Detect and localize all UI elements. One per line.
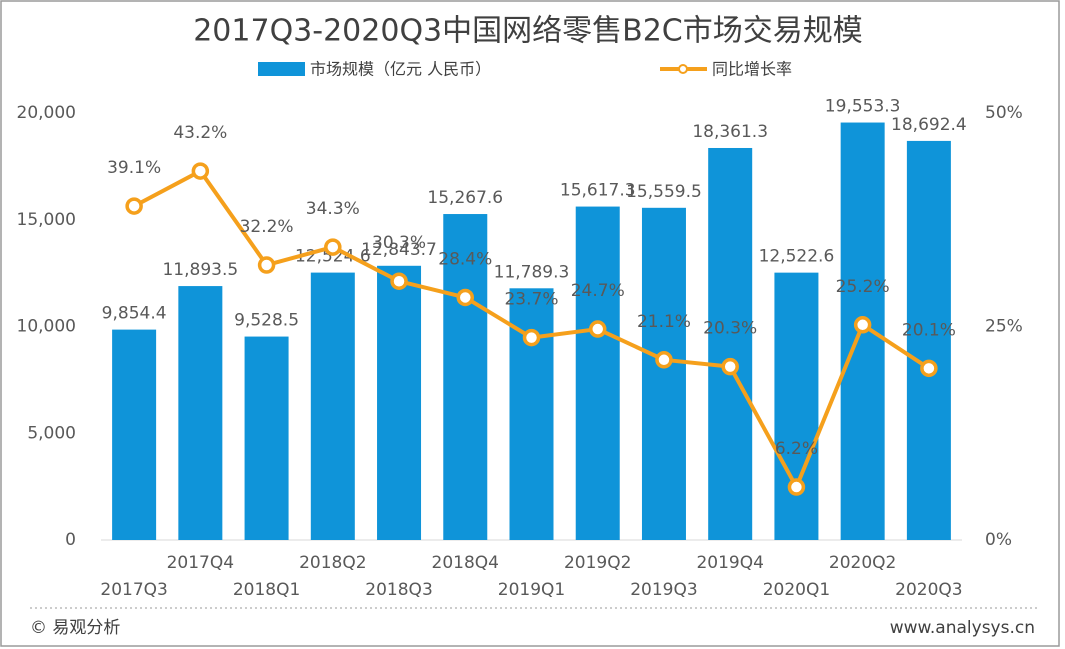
bar [112, 329, 157, 540]
y-tick-label: 10,000 [17, 317, 76, 337]
x-tick-label: 2017Q4 [167, 553, 234, 573]
legend-label: 市场规模（亿元 人民币） [310, 60, 491, 79]
chart-title: 2017Q3-2020Q3中国网络零售B2C市场交易规模 [193, 14, 863, 49]
bar-value-label: 18,361.3 [692, 122, 768, 142]
line-marker [324, 238, 342, 256]
line-marker [655, 351, 673, 369]
line-marker [456, 288, 475, 307]
line-value-label: 25.2% [836, 277, 890, 297]
x-tick-label: 2020Q3 [895, 580, 962, 600]
bar [244, 336, 289, 540]
line-value-label: 43.2% [173, 123, 227, 143]
legend-label: 同比增长率 [712, 60, 792, 79]
bar-value-label: 15,267.6 [427, 188, 503, 208]
x-tick-label: 2018Q3 [365, 580, 432, 600]
line-marker [191, 162, 210, 180]
y-tick-label: 0 [65, 530, 76, 550]
y-tick-label: 15,000 [17, 210, 76, 230]
line-marker [721, 357, 739, 376]
line-value-label: 32.2% [240, 217, 294, 237]
bar-value-label: 9,528.5 [234, 311, 299, 331]
x-tick-label: 2018Q4 [432, 553, 499, 573]
line-value-label: 21.1% [637, 312, 691, 332]
y2-tick-label: 25% [985, 317, 1023, 337]
line-marker [522, 328, 541, 347]
line-value-label: 20.1% [902, 320, 956, 340]
url: www.analysys.cn [890, 618, 1035, 638]
y2-tick-label: 0% [985, 530, 1012, 550]
bar [377, 265, 422, 540]
x-tick-label: 2017Q3 [100, 580, 167, 600]
line-value-label: 39.1% [107, 158, 161, 178]
source: © 易观分析 [30, 618, 120, 638]
y2-tick-label: 50% [985, 103, 1023, 123]
bar [310, 272, 355, 540]
bar [641, 207, 686, 540]
bar [575, 206, 620, 540]
bar [774, 272, 819, 540]
bar [443, 214, 488, 540]
line-marker [588, 320, 607, 338]
line-value-label: 34.3% [306, 199, 360, 219]
bar-value-label: 15,559.5 [626, 182, 702, 202]
line-marker [853, 316, 872, 334]
legend-swatch [678, 64, 688, 74]
line-value-label: 23.7% [504, 290, 558, 310]
line-marker [390, 272, 408, 290]
bar-value-label: 11,789.3 [494, 262, 570, 282]
line-marker [125, 197, 143, 215]
bar-value-label: 12,843.7 [361, 240, 437, 260]
bar-value-label: 11,893.5 [162, 260, 238, 280]
bar-value-label: 18,692.4 [891, 115, 967, 135]
x-tick-label: 2019Q2 [564, 553, 631, 573]
line-value-label: 28.4% [438, 249, 492, 269]
line-value-label: 24.7% [571, 281, 625, 301]
x-tick-label: 2018Q2 [299, 553, 366, 573]
bar [906, 140, 951, 540]
bar-value-label: 19,553.3 [825, 97, 901, 117]
y-tick-label: 5,000 [27, 423, 76, 443]
x-tick-label: 2019Q3 [630, 580, 697, 600]
bar-value-label: 15,617.3 [560, 181, 636, 201]
bar-value-label: 12,522.6 [759, 247, 835, 267]
line-marker [920, 359, 938, 378]
line-value-label: 20.3% [703, 319, 757, 339]
x-tick-label: 2018Q1 [233, 580, 300, 600]
x-tick-label: 2020Q1 [763, 580, 830, 600]
line-marker [257, 256, 276, 274]
line-value-label: 30.3% [372, 233, 426, 253]
bar-value-label: 9,854.4 [102, 304, 167, 324]
line-marker [787, 478, 806, 496]
y-tick-label: 20,000 [17, 103, 76, 123]
bar [178, 286, 223, 540]
line-value-label: 6.2% [775, 439, 818, 459]
x-tick-label: 2020Q2 [829, 553, 896, 573]
bar [708, 147, 753, 540]
x-tick-label: 2019Q1 [498, 580, 565, 600]
x-tick-label: 2019Q4 [696, 553, 763, 573]
legend-swatch [258, 62, 305, 76]
